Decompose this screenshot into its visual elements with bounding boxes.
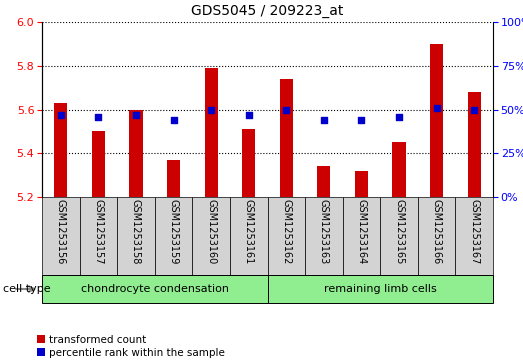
Text: GSM1253156: GSM1253156 — [56, 199, 66, 264]
Point — [357, 117, 366, 123]
Point — [320, 117, 328, 123]
Bar — [204, 68, 218, 197]
Legend: transformed count, percentile rank within the sample: transformed count, percentile rank withi… — [37, 335, 225, 358]
Text: GSM1253161: GSM1253161 — [244, 199, 254, 264]
Point — [433, 105, 441, 111]
Bar — [167, 160, 180, 197]
Text: GSM1253158: GSM1253158 — [131, 199, 141, 264]
Point — [169, 117, 178, 123]
Text: cell type: cell type — [3, 284, 50, 294]
Bar — [392, 142, 406, 197]
Point — [245, 112, 253, 118]
Text: GSM1253157: GSM1253157 — [94, 199, 104, 264]
Bar — [355, 171, 368, 197]
Bar — [317, 166, 331, 197]
Point — [207, 107, 215, 113]
Text: GSM1253159: GSM1253159 — [168, 199, 178, 264]
Text: remaining limb cells: remaining limb cells — [324, 284, 437, 294]
Bar — [54, 103, 67, 197]
Title: GDS5045 / 209223_at: GDS5045 / 209223_at — [191, 4, 344, 18]
Point — [132, 112, 140, 118]
Point — [94, 114, 103, 119]
Text: GSM1253167: GSM1253167 — [469, 199, 479, 264]
Bar — [468, 92, 481, 197]
Bar — [280, 79, 293, 197]
Text: GSM1253160: GSM1253160 — [206, 199, 216, 264]
Bar — [129, 110, 143, 197]
Point — [395, 114, 403, 119]
Bar — [242, 129, 255, 197]
Text: GSM1253163: GSM1253163 — [319, 199, 329, 264]
Point — [56, 112, 65, 118]
Point — [282, 107, 290, 113]
Text: GSM1253164: GSM1253164 — [357, 199, 367, 264]
Point — [470, 107, 479, 113]
Text: chondrocyte condensation: chondrocyte condensation — [81, 284, 229, 294]
Bar — [430, 44, 443, 197]
Text: GSM1253166: GSM1253166 — [431, 199, 441, 264]
Text: GSM1253162: GSM1253162 — [281, 199, 291, 264]
Bar — [92, 131, 105, 197]
Text: GSM1253165: GSM1253165 — [394, 199, 404, 264]
